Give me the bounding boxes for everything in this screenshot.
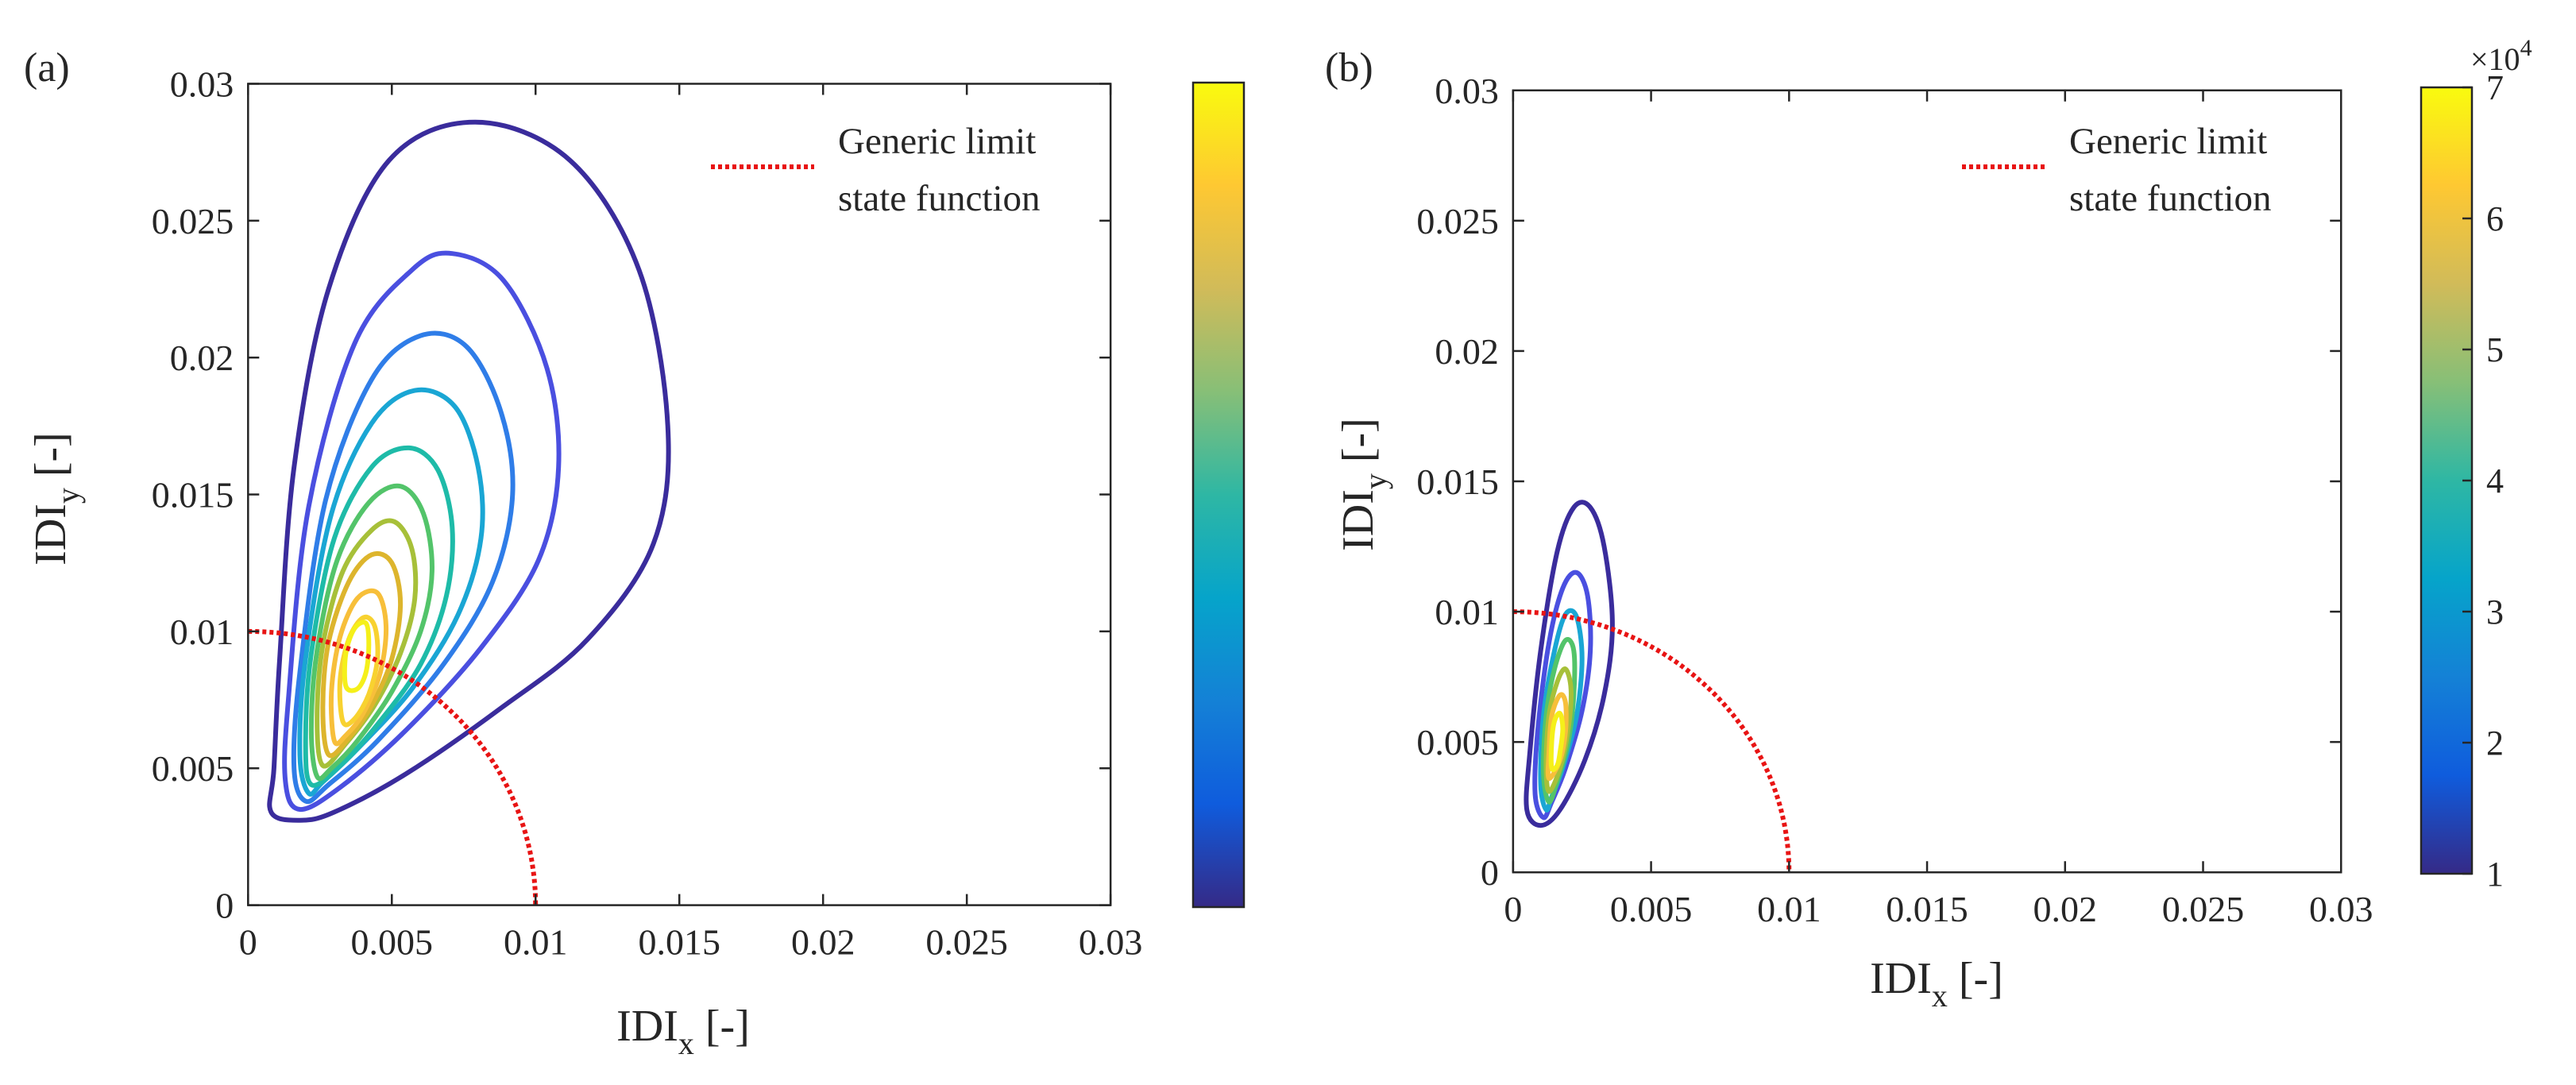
x-tick-label-a-5: 0.025 xyxy=(925,922,1008,963)
colorbar-bar-a xyxy=(1191,81,1246,909)
panel-b: (b) 0 0.005 0.01 0.015 0.02 0.025 0.0300.0050.… xyxy=(1325,35,2532,1014)
y-tick-label-a-4: 0.02 xyxy=(170,338,234,378)
x-tick-label-b-5: 0.025 xyxy=(2162,889,2245,929)
y-tick-label-a-1: 0.005 xyxy=(152,748,234,789)
y-tick-label-a-2: 0.01 xyxy=(170,612,234,652)
legend-label-line1-a: Generic limit xyxy=(838,121,1036,162)
y-axis-label-a: IDIy [-] xyxy=(26,432,86,566)
plot-area-a: 0 0.005 0.01 0.015 0.02 0.025 0.03 0 0.005 0.01 0.… xyxy=(152,64,1143,962)
legend-label-line1-b: Generic limit xyxy=(2069,121,2267,162)
colorbar-b: 1 2 3 4 5 6 7 ×104 xyxy=(2420,35,2532,894)
colorbar-tick-label-b-3: 4 xyxy=(2486,461,2504,500)
contour-line-a-8 xyxy=(328,588,389,747)
x-tick-label-a-2: 0.01 xyxy=(504,922,568,963)
y-tick-label-a-5: 0.025 xyxy=(152,201,234,241)
y-tick-label-b-3: 0.015 xyxy=(1416,461,1499,502)
contour-line-a-9 xyxy=(337,614,380,728)
colorbar-ticks-b: 1 2 3 4 5 6 7 xyxy=(2462,68,2504,894)
panel-a: (a) 0 0.005 0.01 0.015 0.02 0.025 0.03 0 0.005 0.… xyxy=(24,45,1246,1061)
contour-line-a-5 xyxy=(308,483,434,782)
limit-state-curve-b xyxy=(1512,609,1792,873)
colorbar-exponent-b: ×104 xyxy=(2470,35,2532,77)
colorbar-tick-label-b-2: 3 xyxy=(2486,593,2504,631)
x-axis-label-a: IDIx [-] xyxy=(616,1002,750,1061)
x-tick-label-a-3: 0.015 xyxy=(638,922,720,963)
y-tick-label-a-0: 0 xyxy=(215,886,234,926)
contour-line-a-2 xyxy=(291,330,516,805)
contour-line-b-6 xyxy=(1548,710,1566,773)
x-axis-label-b: IDIx [-] xyxy=(1870,954,2003,1014)
legend-label-line2-a: state function xyxy=(838,178,1041,219)
contour-line-a-10 xyxy=(342,620,372,693)
plot-area-b: 0 0.005 0.01 0.015 0.02 0.025 0.03 0 0.005 0.01 0.… xyxy=(1416,71,2373,929)
colorbar-tick-label-b-5: 6 xyxy=(2486,199,2504,238)
x-tick-label-a-4: 0.02 xyxy=(791,922,855,963)
colorbar-tick-label-b-0: 1 xyxy=(2486,855,2504,894)
panel-label-b: (b) xyxy=(1325,45,1373,91)
panel-label-a: (a) xyxy=(24,45,70,91)
y-tick-label-b-0: 0 xyxy=(1481,852,1499,893)
x-tick-label-a-1: 0.005 xyxy=(351,922,434,963)
y-tick-label-b-5: 0.025 xyxy=(1416,201,1499,241)
y-tick-label-a-6: 0.03 xyxy=(170,64,234,104)
contour-line-a-0 xyxy=(267,119,671,823)
y-axis-label-b: IDIy [-] xyxy=(1334,418,1393,551)
x-tick-label-b-4: 0.02 xyxy=(2033,889,2098,929)
y-tick-label-b-2: 0.01 xyxy=(1435,592,1499,632)
x-tick-label-b-3: 0.015 xyxy=(1886,889,1968,929)
contour-line-a-6 xyxy=(315,518,419,769)
contour-line-a-4 xyxy=(303,445,455,788)
y-tick-label-b-4: 0.02 xyxy=(1435,331,1499,372)
contour-line-b-0 xyxy=(1524,500,1615,828)
x-tick-label-b-1: 0.005 xyxy=(1610,889,1693,929)
x-tick-label-b-6: 0.03 xyxy=(2309,889,2373,929)
y-tick-label-b-1: 0.005 xyxy=(1416,722,1499,763)
x-tick-label-a-0: 0 xyxy=(239,922,257,963)
colorbar-a xyxy=(1191,81,1246,909)
legend-label-line2-b: state function xyxy=(2069,178,2272,219)
contour-line-a-7 xyxy=(320,550,404,759)
y-tick-label-a-3: 0.015 xyxy=(152,475,234,515)
colorbar-tick-label-b-4: 5 xyxy=(2486,330,2504,369)
x-tick-label-b-2: 0.01 xyxy=(1757,889,1821,929)
colorbar-tick-label-b-1: 2 xyxy=(2486,724,2504,763)
contour-line-a-3 xyxy=(297,387,485,797)
y-tick-label-b-6: 0.03 xyxy=(1435,71,1499,111)
x-tick-label-a-6: 0.03 xyxy=(1079,922,1143,963)
contour-line-a-1 xyxy=(282,250,562,813)
x-tick-label-b-0: 0 xyxy=(1504,889,1522,929)
legend-b: Generic limit state function xyxy=(1962,121,2272,219)
legend-a: Generic limit state function xyxy=(711,121,1041,219)
limit-state-curve-a xyxy=(248,628,539,905)
colorbar-tick-label-b-6: 7 xyxy=(2486,68,2504,107)
contour-line-b-1 xyxy=(1532,570,1593,821)
